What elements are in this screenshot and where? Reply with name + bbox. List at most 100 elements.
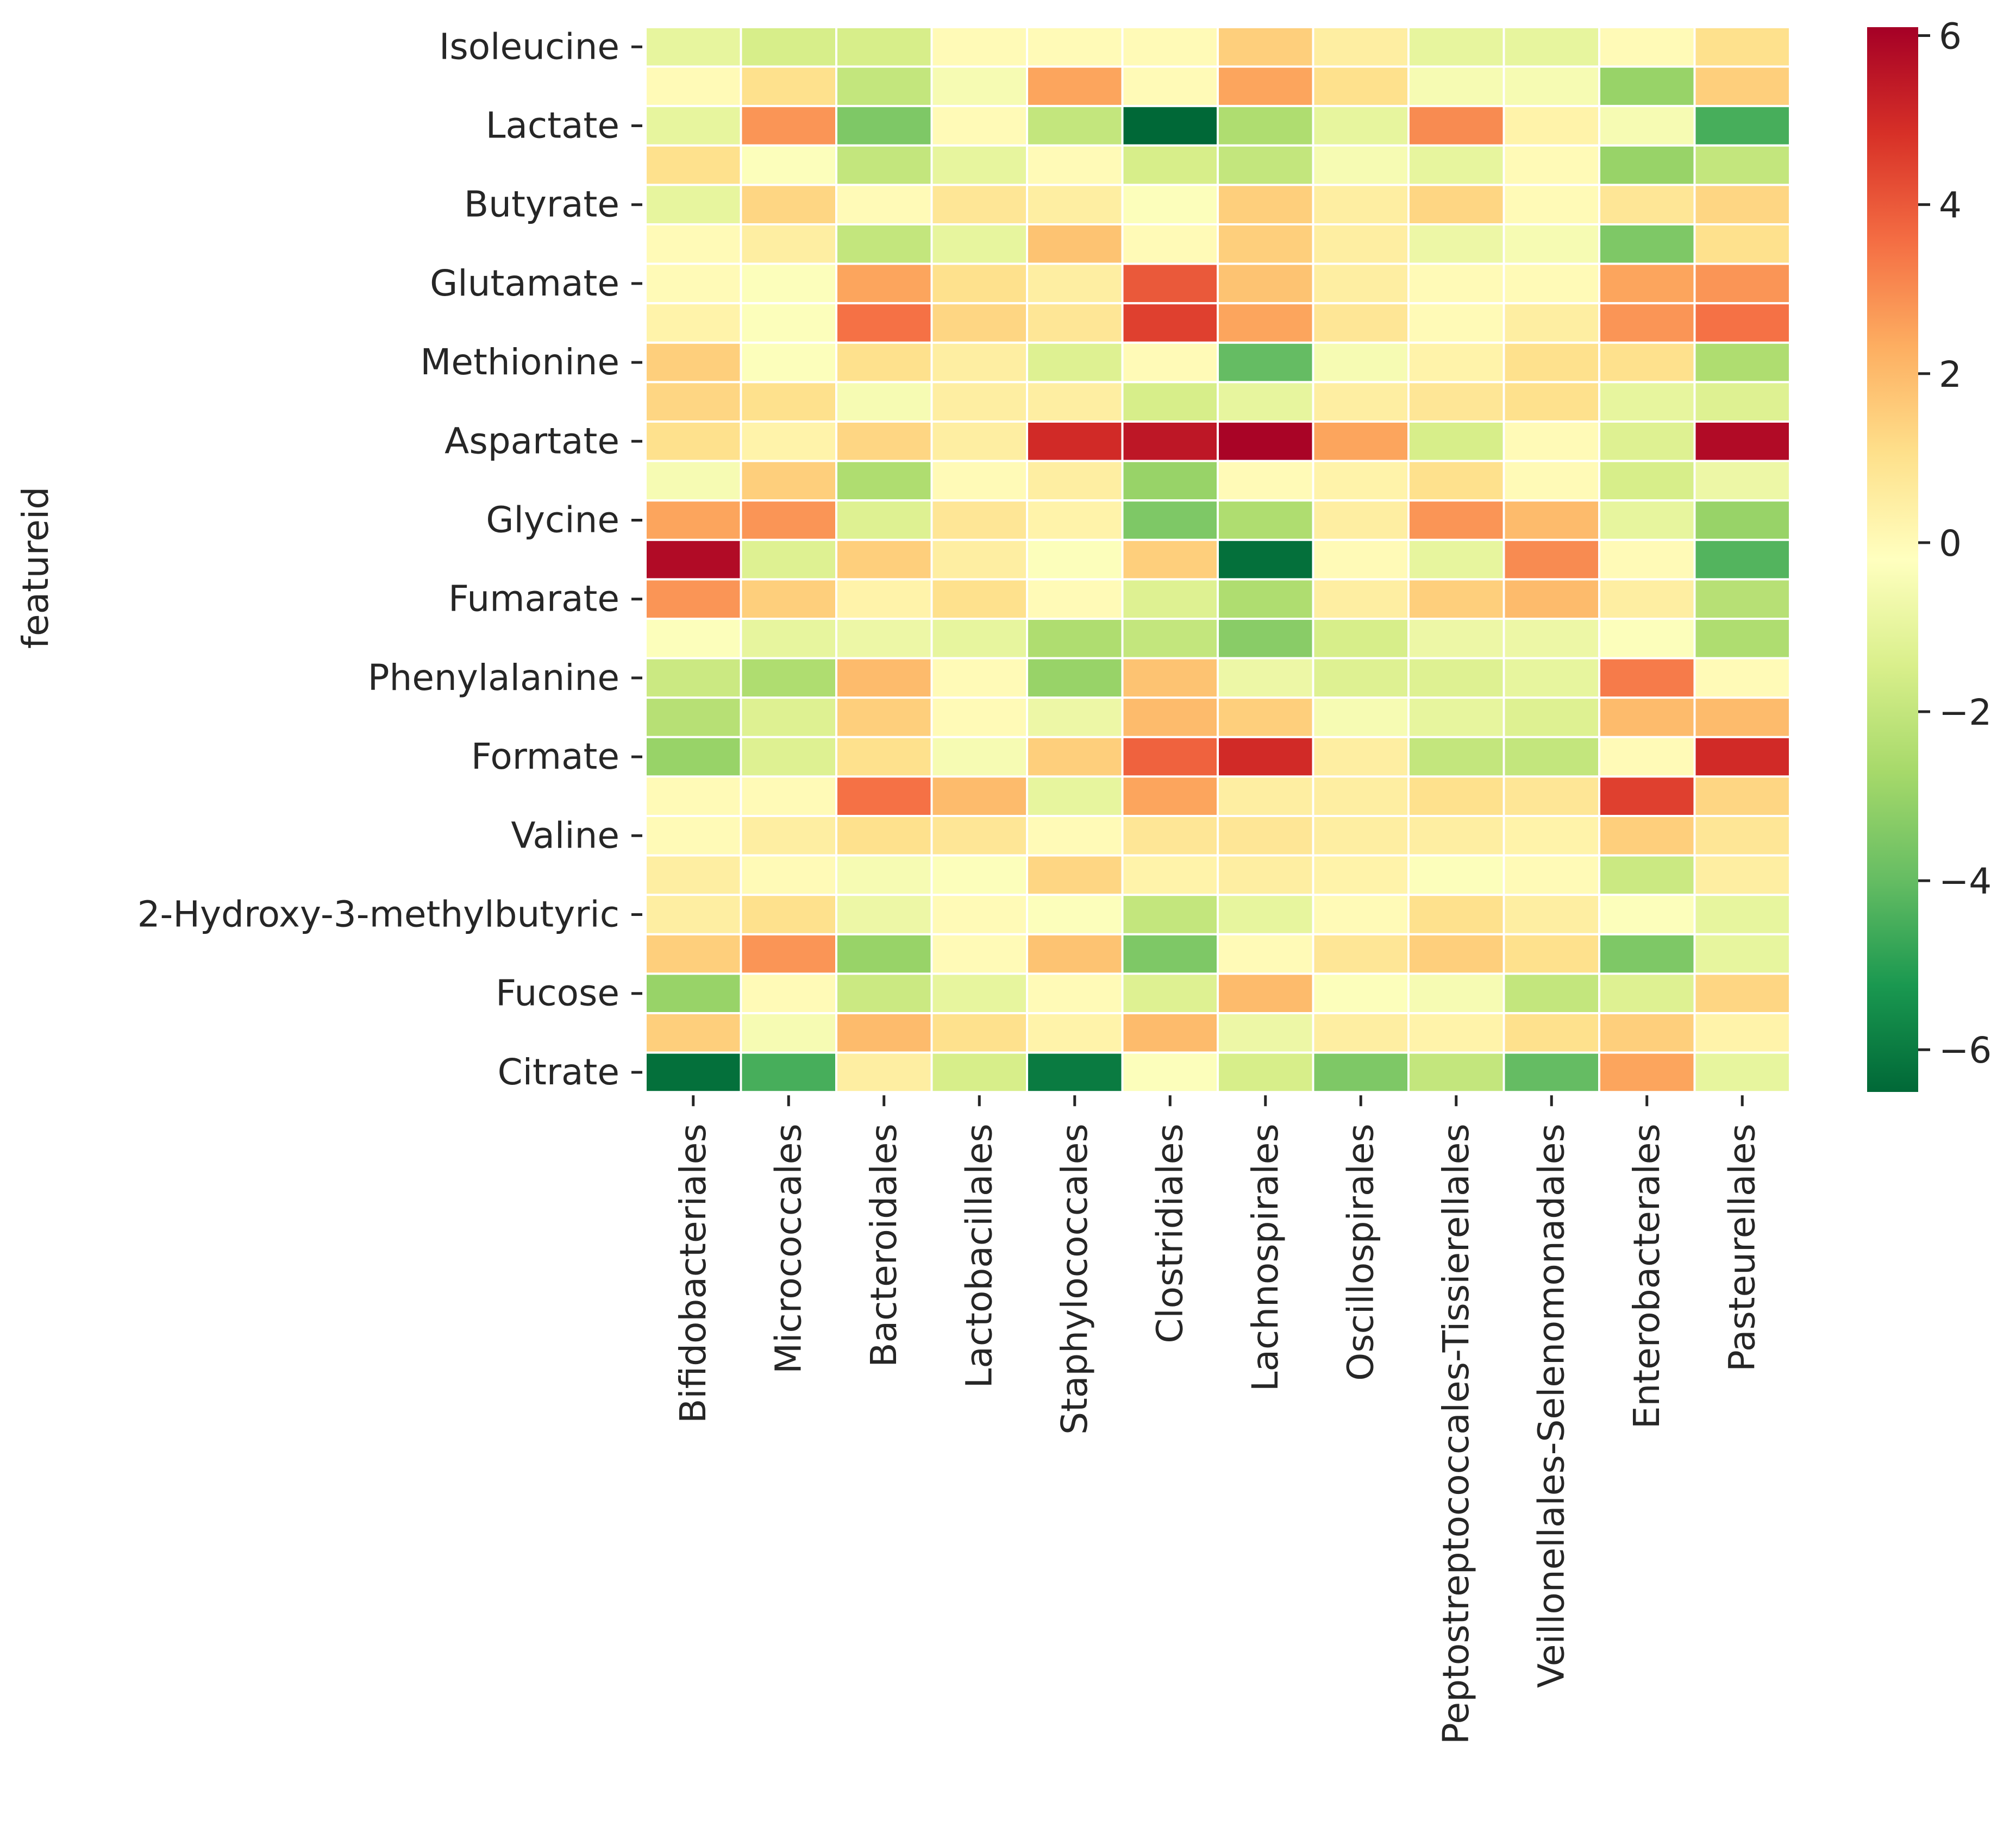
heatmap-cell: [1598, 696, 1696, 738]
heatmap-cell: [930, 184, 1028, 225]
heatmap-cell: [1407, 105, 1505, 147]
heatmap-cell: [1217, 381, 1314, 423]
heatmap-cell: [1598, 105, 1696, 147]
heatmap-cell: [930, 499, 1028, 541]
heatmap-cell: [644, 618, 742, 660]
heatmap-cell: [1312, 223, 1410, 265]
heatmap-cell: [740, 775, 837, 818]
heatmap-cell: [1502, 1051, 1600, 1094]
y-axis-ticks: Isoleucine Lactate Butyrate Glutamate Methio…: [137, 26, 642, 1093]
heatmap-cell: [1598, 815, 1696, 857]
y-tick-label: Butyrate: [464, 184, 619, 225]
heatmap-cell: [1693, 618, 1791, 660]
heatmap-cell: [930, 894, 1028, 935]
heatmap-cell: [644, 381, 742, 423]
heatmap-cell: [1312, 144, 1410, 186]
heatmap-cell: [1693, 578, 1791, 620]
heatmap-cell: [1598, 657, 1696, 699]
heatmap-cell: [930, 775, 1028, 818]
heatmap-cell: [1598, 262, 1696, 305]
heatmap-cell: [1312, 657, 1410, 699]
heatmap-cell: [1121, 1051, 1219, 1094]
heatmap-cell: [1121, 657, 1219, 699]
heatmap-cell: [1693, 1012, 1791, 1054]
heatmap-cell: [1026, 815, 1124, 857]
heatmap-cell: [1026, 65, 1124, 108]
heatmap-cell: [835, 460, 933, 502]
heatmap-cell: [1407, 854, 1505, 896]
heatmap-cell: [1121, 933, 1219, 975]
heatmap-cell: [835, 105, 933, 147]
heatmap-cell: [930, 657, 1028, 699]
heatmap-cell: [740, 933, 837, 975]
heatmap-cell: [1312, 460, 1410, 502]
heatmap-cell: [1312, 262, 1410, 305]
heatmap-cell: [740, 499, 837, 541]
heatmap-cell: [1598, 223, 1696, 265]
heatmap-cell: [835, 696, 933, 738]
heatmap-cell: [740, 538, 837, 581]
heatmap-cell: [1026, 696, 1124, 738]
heatmap-cell: [1693, 538, 1791, 581]
heatmap-cell: [1502, 223, 1600, 265]
heatmap-cell: [835, 972, 933, 1015]
heatmap-cell: [1026, 223, 1124, 265]
heatmap-cell: [835, 184, 933, 225]
heatmap-cell: [1312, 1051, 1410, 1094]
heatmap-cell: [644, 499, 742, 541]
heatmap-cell: [835, 538, 933, 581]
heatmap-cell: [1502, 815, 1600, 857]
heatmap-cell: [1026, 381, 1124, 423]
heatmap-cell: [644, 972, 742, 1015]
heatmap-cell: [835, 223, 933, 265]
heatmap-cell: [1217, 1012, 1314, 1054]
heatmap-cell: [930, 144, 1028, 186]
heatmap-cell: [1312, 184, 1410, 225]
heatmap-cell: [1502, 341, 1600, 384]
heatmap-cell: [1598, 381, 1696, 423]
heatmap-cell: [1693, 854, 1791, 896]
heatmap-cell: [1502, 657, 1600, 699]
heatmap-cell: [1121, 1012, 1219, 1054]
heatmap-cell: [1407, 578, 1505, 620]
heatmap-cell: [1121, 184, 1219, 225]
heatmap-cell: [1598, 1051, 1696, 1094]
heatmap-cell: [1502, 144, 1600, 186]
colorbar-tick-label: 0: [1939, 523, 1962, 564]
heatmap-cell: [1502, 420, 1600, 462]
heatmap-cell: [1693, 775, 1791, 818]
heatmap-cell: [930, 618, 1028, 660]
x-tick-label: Peptostreptococcales-Tissierellales: [1435, 1123, 1477, 1744]
heatmap-cell: [1026, 184, 1124, 225]
heatmap-cell: [835, 302, 933, 344]
heatmap-cell: [1217, 302, 1314, 344]
colorbar-tick-label: 2: [1939, 354, 1962, 395]
heatmap-cell: [1693, 262, 1791, 305]
heatmap-cell: [1026, 894, 1124, 935]
heatmap-cell: [1407, 933, 1505, 975]
heatmap-cell: [1502, 381, 1600, 423]
y-tick-label: Glycine: [486, 499, 619, 541]
heatmap-cell: [644, 736, 742, 778]
heatmap-cell: [1217, 341, 1314, 384]
heatmap-cell: [740, 1012, 837, 1054]
heatmap-cell: [930, 420, 1028, 462]
heatmap-cell: [835, 578, 933, 620]
heatmap-cell: [1598, 1012, 1696, 1054]
heatmap-cell: [1026, 262, 1124, 305]
heatmap-cell: [644, 933, 742, 975]
heatmap-cell: [644, 262, 742, 305]
heatmap-cell: [1217, 1051, 1314, 1094]
heatmap-cell: [740, 184, 837, 225]
heatmap-cell: [1598, 420, 1696, 462]
heatmap-cell: [644, 223, 742, 265]
heatmap-cell: [1502, 696, 1600, 738]
heatmap-cell: [1217, 775, 1314, 818]
heatmap-cell: [644, 1051, 742, 1094]
heatmap-cell: [1312, 65, 1410, 108]
x-tick-label: Lactobacillales: [958, 1123, 1000, 1388]
heatmap-cell: [1312, 775, 1410, 818]
heatmap-cell: [1217, 538, 1314, 581]
heatmap-cell: [1502, 775, 1600, 818]
heatmap-cell: [1693, 933, 1791, 975]
